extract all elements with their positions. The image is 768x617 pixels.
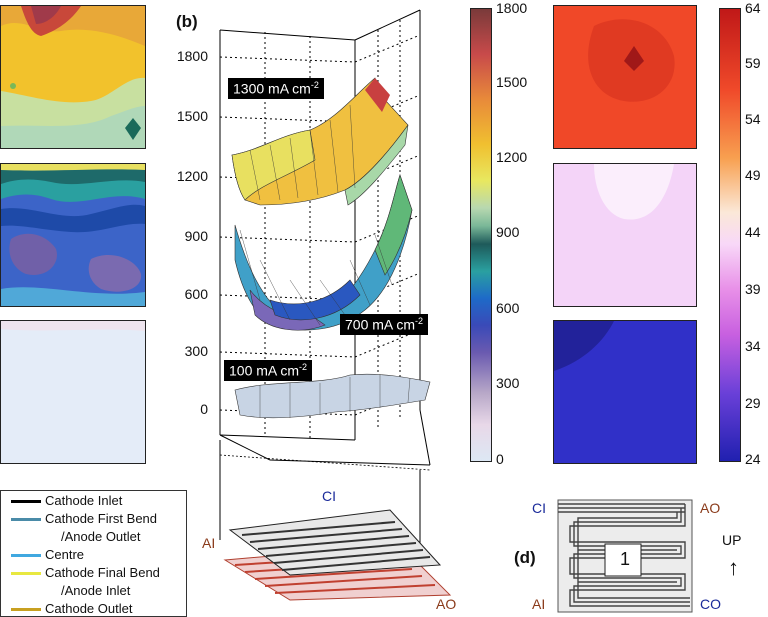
label-ci: CI <box>322 488 336 504</box>
z-tick-900: 900 <box>184 228 208 244</box>
label-ao: AO <box>436 596 457 612</box>
z-tick-1800: 1800 <box>176 48 208 64</box>
cbt2-29: 29 <box>745 395 761 411</box>
cb-tick-300: 300 <box>496 375 520 391</box>
flow-field-schematic <box>557 499 693 613</box>
map-700-current-density <box>0 163 146 307</box>
cbt2-49: 49 <box>745 167 761 183</box>
cbt2-24: 24 <box>745 451 761 467</box>
tag-1300: 1300 mA cm-2 <box>228 78 324 99</box>
panel-d-ai: AI <box>532 596 546 612</box>
map-temp-1300 <box>553 5 697 149</box>
legend: Cathode Inlet Cathode First Bend /Anode … <box>0 490 187 617</box>
legend-swatch <box>11 500 41 503</box>
panel-d-ci: CI <box>532 500 546 516</box>
cbt2-64: 64 <box>745 0 761 16</box>
cbt2-44: 44 <box>745 224 761 240</box>
panel-label-d: (d) <box>514 548 536 567</box>
cb-tick-1200: 1200 <box>496 149 528 165</box>
z-tick-300: 300 <box>184 343 208 359</box>
z-tick-600: 600 <box>184 286 208 302</box>
z-tick-1500: 1500 <box>176 108 208 124</box>
map-1300-current-density <box>0 5 146 149</box>
colorbar-current-density <box>470 8 492 462</box>
z-tick-0: 0 <box>200 401 208 417</box>
label-ai: AI <box>202 535 216 551</box>
cb-tick-900: 900 <box>496 224 520 240</box>
panel-d-co: CO <box>700 596 721 612</box>
cb-tick-1800: 1800 <box>496 0 528 16</box>
legend-swatch <box>11 518 41 521</box>
legend-swatch <box>11 572 41 575</box>
colorbar-temperature <box>719 8 741 462</box>
panel-d-number: 1 <box>620 549 631 569</box>
cb-tick-1500: 1500 <box>496 74 528 90</box>
tag-700: 700 mA cm-2 <box>340 314 429 335</box>
panel-d-ao: AO <box>700 500 721 516</box>
3d-surface-plot <box>219 9 452 601</box>
z-tick-1200: 1200 <box>176 168 208 184</box>
legend-swatch <box>11 608 41 611</box>
up-arrow-icon: ↑ <box>728 555 739 580</box>
map-temp-700 <box>553 163 697 307</box>
cbt2-34: 34 <box>745 338 761 354</box>
cb-tick-0: 0 <box>496 451 504 467</box>
map-temp-100 <box>553 320 697 464</box>
cbt2-39: 39 <box>745 281 761 297</box>
map-100-current-density <box>0 320 146 464</box>
cbt2-59: 59 <box>745 55 761 71</box>
cbt2-54: 54 <box>745 111 761 127</box>
up-label: UP <box>722 532 742 548</box>
legend-swatch <box>11 554 41 557</box>
cb-tick-600: 600 <box>496 300 520 316</box>
panel-label-b: (b) <box>176 12 198 31</box>
tag-100: 100 mA cm-2 <box>224 360 313 381</box>
